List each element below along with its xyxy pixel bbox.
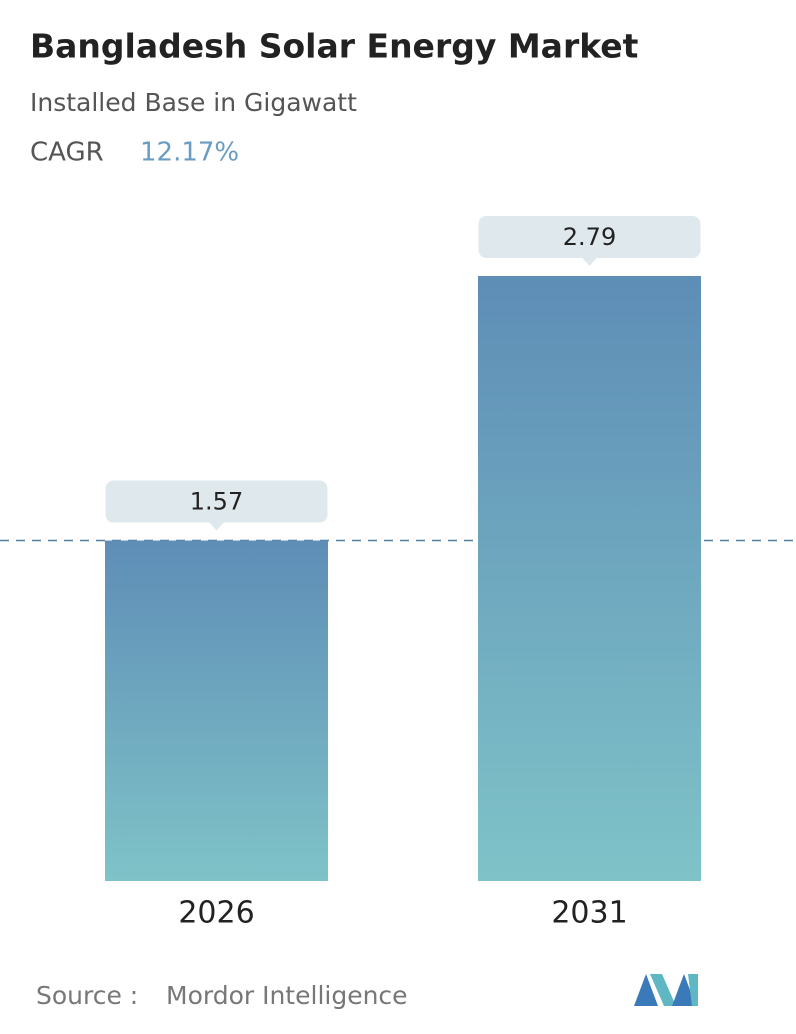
value-label: 1.57 <box>190 488 243 516</box>
value-label-box <box>478 216 701 258</box>
value-label: 2.79 <box>563 223 616 251</box>
cagr-label: CAGR <box>30 138 104 168</box>
logo <box>634 974 698 1006</box>
value-label-pointer <box>208 521 225 531</box>
chart-title: Bangladesh Solar Energy Market <box>30 27 639 66</box>
value-label-pointer <box>581 257 598 266</box>
bar <box>478 276 701 881</box>
x-tick-label: 2026 <box>178 896 254 931</box>
bar <box>105 540 328 881</box>
source-label: Source : <box>36 981 138 1010</box>
value-label-box <box>105 480 328 523</box>
x-tick-label: 2031 <box>551 896 627 931</box>
chart-subtitle: Installed Base in Gigawatt <box>30 88 357 117</box>
source: Mordor Intelligence <box>166 981 408 1010</box>
cagr-value: 12.17% <box>140 138 239 168</box>
